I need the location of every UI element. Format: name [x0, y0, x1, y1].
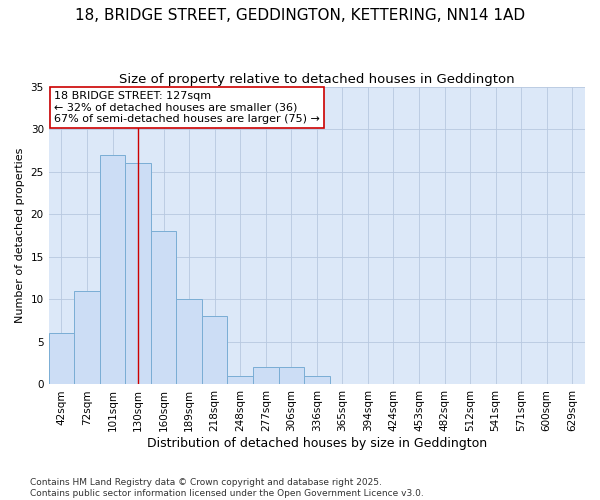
Text: Contains HM Land Registry data © Crown copyright and database right 2025.
Contai: Contains HM Land Registry data © Crown c… [30, 478, 424, 498]
Bar [151, 232, 176, 384]
Bar [125, 163, 151, 384]
Bar [227, 376, 253, 384]
Bar [74, 291, 100, 384]
Bar [100, 154, 125, 384]
Text: 18, BRIDGE STREET, GEDDINGTON, KETTERING, NN14 1AD: 18, BRIDGE STREET, GEDDINGTON, KETTERING… [75, 8, 525, 22]
Y-axis label: Number of detached properties: Number of detached properties [15, 148, 25, 324]
Bar [304, 376, 329, 384]
Bar [49, 334, 74, 384]
Bar [278, 368, 304, 384]
Bar [202, 316, 227, 384]
Bar [176, 300, 202, 384]
Title: Size of property relative to detached houses in Geddington: Size of property relative to detached ho… [119, 72, 515, 86]
Bar [253, 368, 278, 384]
Text: 18 BRIDGE STREET: 127sqm
← 32% of detached houses are smaller (36)
67% of semi-d: 18 BRIDGE STREET: 127sqm ← 32% of detach… [54, 91, 320, 124]
X-axis label: Distribution of detached houses by size in Geddington: Distribution of detached houses by size … [147, 437, 487, 450]
